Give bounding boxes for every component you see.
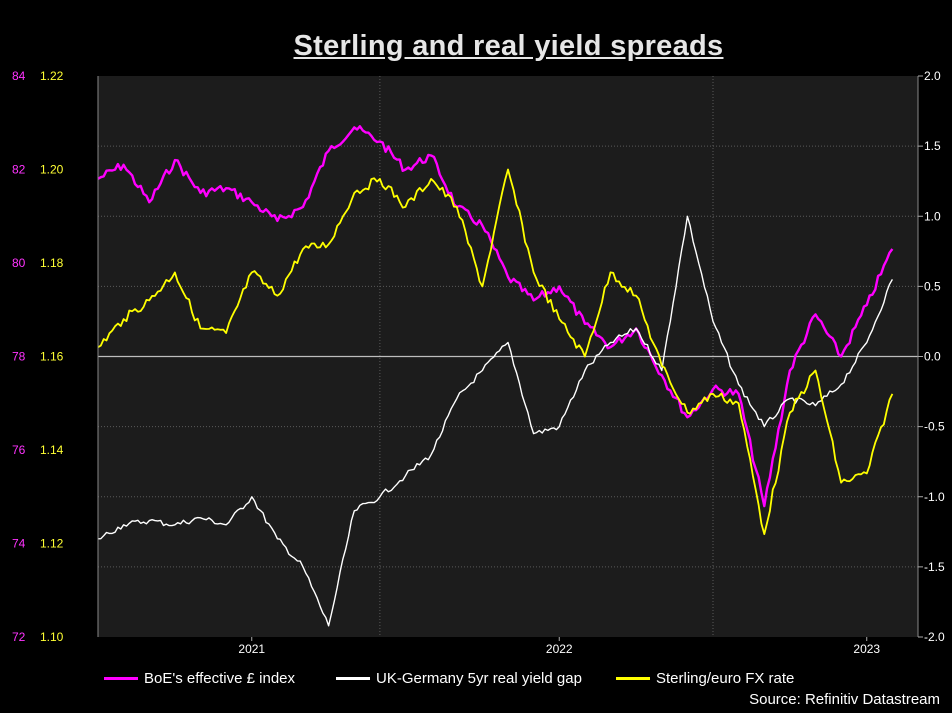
left-outer-tick-label: 84 [12, 69, 26, 83]
gridlines [98, 76, 918, 637]
left-inner-tick-label: 1.14 [40, 443, 64, 457]
x-tick-label: 2021 [238, 642, 265, 656]
legend-swatch-magenta [104, 676, 138, 680]
series-line-0 [97, 125, 894, 508]
left-inner-tick-label: 1.16 [40, 350, 64, 364]
left-outer-tick-label: 82 [12, 163, 26, 177]
series-line-2 [97, 168, 894, 535]
left-inner-tick-label: 1.12 [40, 537, 64, 551]
left-outer-tick-label: 74 [12, 537, 26, 551]
left-inner-tick-label: 1.22 [40, 69, 64, 83]
legend: BoE's effective £ index UK-Germany 5yr r… [0, 664, 952, 688]
series-group [97, 125, 894, 627]
left-inner-tick-label: 1.18 [40, 256, 64, 270]
legend-swatch-yellow [616, 676, 650, 680]
x-tick-label: 2023 [853, 642, 880, 656]
source-note: Source: Refinitiv Datastream [749, 691, 940, 708]
right-tick-label: 0.5 [924, 279, 941, 293]
right-tick-label: -0.5 [924, 420, 945, 434]
right-tick-label: 2.0 [924, 69, 941, 83]
left-inner-tick-label: 1.20 [40, 163, 64, 177]
right-tick-label: 0.0 [924, 350, 941, 364]
legend-label: UK-Germany 5yr real yield gap [376, 669, 582, 687]
axes: 72 74 76 78 80 82 84 1.10 1.12 1.14 1.16 1.18 1.20 1.… [12, 69, 945, 656]
legend-swatch-white [336, 676, 370, 680]
left-inner-tick-label: 1.10 [40, 630, 64, 644]
legend-label: Sterling/euro FX rate [656, 669, 795, 687]
right-tick-label: 1.5 [924, 139, 941, 153]
x-tick-label: 2022 [546, 642, 573, 656]
right-tick-label: -1.0 [924, 490, 945, 504]
left-outer-tick-label: 72 [12, 630, 26, 644]
left-outer-tick-label: 78 [12, 350, 26, 364]
left-outer-tick-label: 80 [12, 256, 26, 270]
right-tick-label: -1.5 [924, 560, 945, 574]
legend-label: BoE's effective £ index [144, 669, 296, 687]
chart-title: Sterling and real yield spreads [293, 30, 724, 62]
series-line-1 [97, 215, 894, 627]
left-outer-tick-label: 76 [12, 443, 26, 457]
legend-item-effective-index: BoE's effective £ index [104, 668, 295, 688]
legend-item-real-yield-gap: UK-Germany 5yr real yield gap [336, 668, 582, 688]
right-tick-label: -2.0 [924, 630, 945, 644]
right-tick-label: 1.0 [924, 209, 941, 223]
legend-item-fx-rate: Sterling/euro FX rate [616, 668, 794, 688]
